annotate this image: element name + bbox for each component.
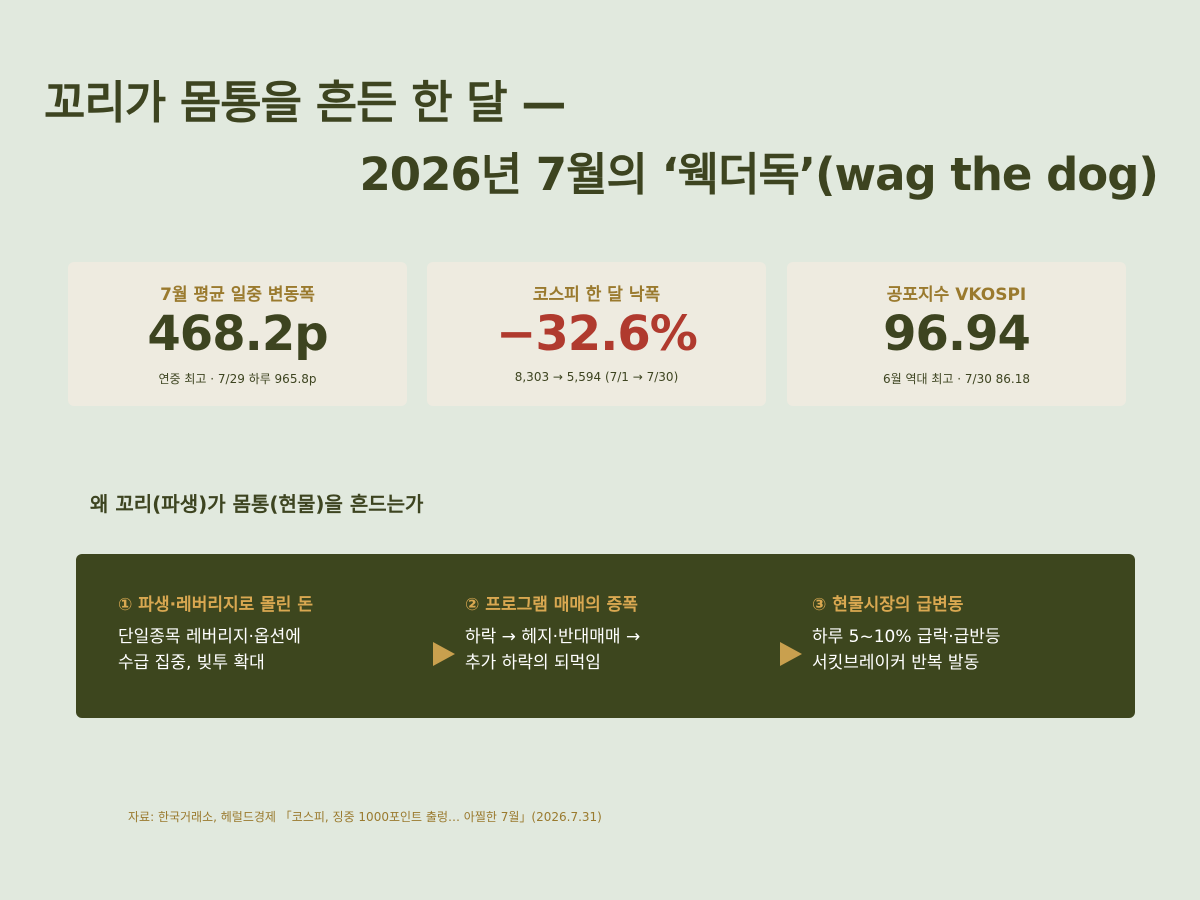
- stat-value: 96.94: [883, 306, 1031, 362]
- stat-value: 468.2p: [147, 306, 328, 362]
- step-line: 단일종목 레버리지·옵션에: [118, 627, 301, 647]
- step-title: ② 프로그램 매매의 증폭: [465, 595, 638, 615]
- title-line1: 꼬리가 몸통을 흔든 한 달 —: [44, 76, 566, 129]
- section-heading: 왜 꼬리(파생)가 몸통(현물)을 흔드는가: [90, 492, 424, 516]
- stat-value: −32.6%: [496, 306, 698, 362]
- step-title: ① 파생·레버리지로 몰린 돈: [118, 595, 314, 615]
- step-line: 추가 하락의 되먹임: [465, 653, 601, 673]
- step-title: ③ 현물시장의 급변동: [812, 595, 964, 615]
- step-line: 하루 5~10% 급락·급반등: [812, 627, 1001, 647]
- arrow: [780, 642, 802, 666]
- stat-label: 공포지수 VKOSPI: [886, 285, 1027, 305]
- source: 자료: 한국거래소, 헤럴드경제 「코스피, 징중 1000포인트 출렁… 아찔…: [128, 810, 602, 824]
- title-line2: 2026년 7월의 ‘웩더독’(wag the dog): [359, 148, 1159, 201]
- stat-card: 코스피 한 달 낙폭 −32.6% 8,303 → 5,594 (7/1 → 7…: [427, 262, 766, 406]
- stat-note: 8,303 → 5,594 (7/1 → 7/30): [514, 370, 679, 384]
- step-line: 수급 집중, 빚투 확대: [118, 653, 265, 673]
- stat-card: 공포지수 VKOSPI 96.94 6월 역대 최고 · 7/30 86.18: [787, 262, 1126, 406]
- step-line: 서킷브레이커 반복 발동: [812, 653, 980, 673]
- flow-box: ① 파생·레버리지로 몰린 돈 단일종목 레버리지·옵션에 수급 집중, 빚투 …: [76, 554, 1135, 718]
- stat-card: 7월 평균 일중 변동폭 468.2p 연중 최고 · 7/29 하루 965.…: [68, 262, 407, 406]
- arrow: [433, 642, 455, 666]
- stat-label: 코스피 한 달 낙폭: [532, 285, 661, 305]
- stat-label: 7월 평균 일중 변동폭: [160, 285, 315, 305]
- step-line: 하락 → 헤지·반대매매 →: [465, 627, 641, 647]
- stat-note: 연중 최고 · 7/29 하루 965.8p: [158, 372, 317, 386]
- stat-note: 6월 역대 최고 · 7/30 86.18: [882, 372, 1031, 386]
